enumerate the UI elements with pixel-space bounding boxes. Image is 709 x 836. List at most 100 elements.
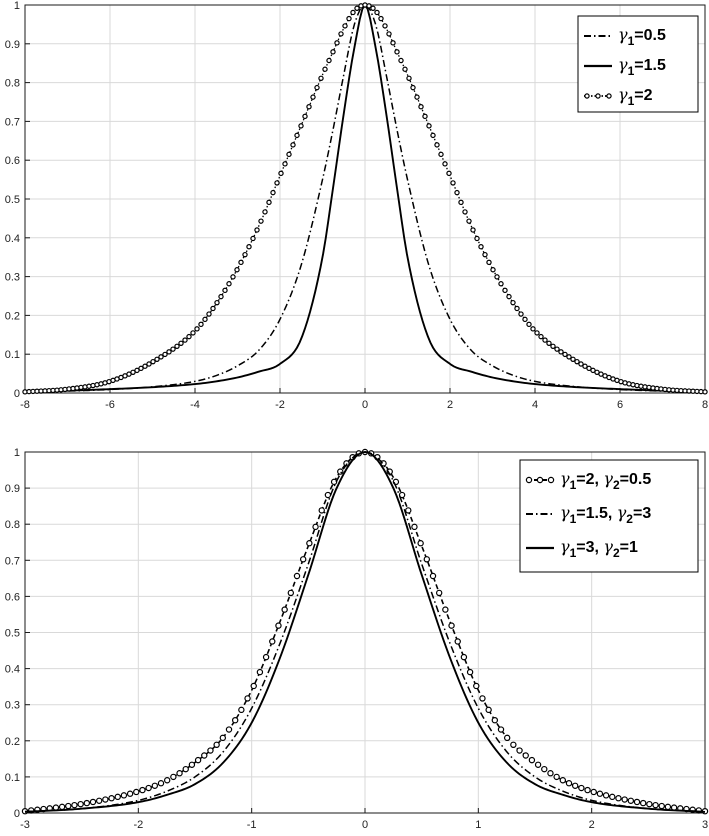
legend-marker — [547, 476, 555, 484]
series-marker-3 — [406, 75, 412, 81]
series-marker-1 — [238, 706, 245, 714]
series-marker-1 — [108, 795, 115, 802]
series-marker-3 — [226, 281, 232, 287]
series-marker-1 — [571, 782, 579, 789]
series-marker-1 — [250, 682, 257, 690]
y-tick-label: 0 — [14, 808, 20, 820]
series-marker-3 — [258, 218, 264, 224]
series-marker-1 — [528, 756, 536, 764]
series-marker-3 — [570, 356, 576, 362]
series-marker-1 — [176, 770, 183, 777]
series-marker-3 — [306, 104, 312, 110]
series-marker-3 — [410, 84, 416, 91]
series-marker-3 — [510, 299, 516, 306]
series-marker-3 — [298, 123, 304, 129]
legend-label-2: γ1=1.5 — [618, 55, 666, 78]
y-tick-label: 0.3 — [5, 272, 20, 284]
series-marker-3 — [282, 161, 288, 167]
bottom-chart: -3 -2 -1 0 1 2 3 0 0.1 0.2 0.3 0.4 0.5 0.6 0.7 0.8 0.9 1 γ… — [5, 447, 709, 831]
series-marker-1 — [646, 800, 653, 808]
y-tick-label: 0.1 — [5, 772, 20, 784]
series-marker-3 — [554, 346, 560, 352]
series-marker-3 — [422, 113, 428, 120]
series-marker-1 — [225, 726, 233, 733]
series-marker-1 — [318, 507, 325, 514]
y-tick-label: 0.8 — [5, 519, 20, 531]
series-marker-1 — [293, 572, 301, 580]
series-marker-3 — [398, 57, 404, 64]
series-marker-3 — [178, 340, 184, 346]
series-marker-3 — [546, 340, 552, 346]
series-marker-1 — [503, 734, 511, 742]
series-marker-1 — [275, 622, 282, 629]
series-marker-3 — [314, 84, 320, 91]
y-tick-label: 0.8 — [5, 78, 20, 90]
series-marker-1 — [231, 716, 239, 724]
series-marker-1 — [287, 589, 295, 597]
series-marker-3 — [418, 104, 424, 110]
y-tick-label: 0.9 — [5, 39, 20, 51]
series-line-3 — [24, 451, 706, 813]
x-tick-label: 0 — [362, 819, 368, 831]
series-marker-1 — [417, 540, 424, 547]
x-tick-label: -2 — [275, 399, 285, 411]
series-marker-1 — [442, 606, 449, 613]
series-marker-3 — [234, 267, 240, 273]
series-marker-3 — [506, 293, 512, 300]
series-marker-3 — [486, 259, 492, 266]
series-marker-1 — [491, 716, 499, 724]
series-marker-3 — [394, 49, 400, 55]
series-marker-3 — [310, 94, 316, 100]
series-marker-1 — [269, 638, 276, 645]
series-marker-1 — [596, 790, 604, 797]
series-marker-1 — [133, 788, 140, 796]
series-marker-3 — [198, 321, 204, 328]
series-marker-3 — [266, 199, 272, 206]
series-marker-1 — [71, 801, 78, 809]
series-marker-3 — [482, 251, 488, 258]
x-tick-label: -6 — [105, 399, 115, 411]
legend-label-3: γ1=2 — [618, 85, 653, 108]
series-marker-3 — [582, 363, 588, 369]
series-marker-3 — [214, 299, 220, 306]
y-tick-label: 0.3 — [5, 700, 20, 712]
series-marker-3 — [134, 367, 140, 374]
series-marker-3 — [494, 274, 500, 280]
series-marker-1 — [213, 741, 220, 749]
series-marker-3 — [438, 151, 444, 158]
series-marker-3 — [242, 251, 248, 258]
series-marker-3 — [702, 389, 708, 395]
x-tick-label: 6 — [617, 399, 623, 411]
series-marker-1 — [485, 706, 492, 714]
y-tick-label: 0.6 — [5, 591, 20, 603]
series-marker-3 — [286, 151, 292, 158]
series-marker-3 — [354, 5, 360, 11]
series-marker-3 — [446, 170, 452, 177]
series-marker-1 — [411, 523, 418, 531]
legend: γ1=0.5 γ1=1.5 γ1=2 — [577, 15, 699, 113]
series-marker-3 — [526, 321, 532, 328]
series-marker-3 — [158, 354, 164, 360]
series-marker-3 — [322, 66, 328, 72]
x-tick-label: -8 — [20, 399, 30, 411]
series-marker-1 — [602, 792, 610, 799]
legend-label-2: γ1=1.5, γ2=3 — [560, 503, 651, 526]
series-marker-3 — [186, 333, 192, 340]
series-marker-3 — [190, 330, 196, 336]
series-marker-3 — [538, 333, 544, 340]
series-marker-3 — [210, 305, 216, 312]
series-marker-3 — [502, 287, 508, 294]
series-marker-3 — [182, 337, 188, 343]
series-marker-3 — [574, 358, 580, 365]
series-marker-3 — [202, 316, 208, 323]
series-marker-1 — [522, 752, 529, 759]
series-marker-3 — [302, 113, 308, 120]
legend-box — [577, 15, 699, 113]
series-marker-1 — [621, 796, 628, 803]
series-marker-3 — [294, 132, 300, 139]
series-marker-3 — [250, 235, 256, 242]
y-tick-label: 1 — [14, 0, 20, 12]
legend-label-3: γ1=3, γ2=1 — [560, 537, 638, 560]
series-marker-1 — [201, 752, 208, 759]
